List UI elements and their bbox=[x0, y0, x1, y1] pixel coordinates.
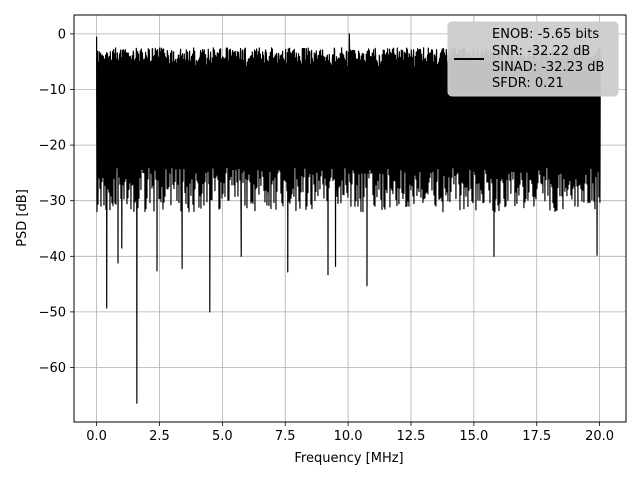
x-tick-label: 12.5 bbox=[397, 429, 426, 444]
x-tick-label: 20.0 bbox=[585, 429, 614, 444]
legend-box bbox=[447, 21, 619, 97]
psd-series-line bbox=[96, 33, 601, 404]
y-tick-label: −60 bbox=[39, 361, 66, 376]
y-tick-label: −50 bbox=[39, 305, 66, 320]
x-axis-ticks: 0.0 2.5 5.0 7.5 10.0 12.5 15.0 17.5 20.0 bbox=[86, 422, 614, 444]
legend-sinad: SINAD: -32.23 dB bbox=[492, 60, 604, 75]
legend: ENOB: -5.65 bits SNR: -32.22 dB SINAD: -… bbox=[447, 21, 619, 97]
x-tick-label: 7.5 bbox=[275, 429, 296, 444]
x-tick-label: 15.0 bbox=[459, 429, 488, 444]
legend-sfdr: SFDR: 0.21 bbox=[492, 76, 564, 91]
x-tick-label: 10.0 bbox=[334, 429, 363, 444]
y-axis-ticks: 0 −10 −20 −30 −40 −50 −60 bbox=[39, 27, 74, 376]
y-tick-label: −30 bbox=[39, 194, 66, 209]
y-tick-label: −40 bbox=[39, 250, 66, 265]
x-tick-label: 0.0 bbox=[86, 429, 107, 444]
y-axis-label: PSD [dB] bbox=[15, 189, 30, 247]
y-tick-label: 0 bbox=[58, 27, 66, 42]
plot-frame bbox=[73, 14, 627, 423]
legend-enob: ENOB: -5.65 bits bbox=[492, 27, 599, 42]
x-tick-label: 2.5 bbox=[149, 429, 170, 444]
x-axis-label: Frequency [MHz] bbox=[294, 451, 403, 466]
x-tick-label: 17.5 bbox=[522, 429, 551, 444]
x-tick-label: 5.0 bbox=[212, 429, 233, 444]
y-tick-label: −10 bbox=[39, 83, 66, 98]
legend-snr: SNR: -32.22 dB bbox=[492, 44, 590, 59]
y-tick-label: −20 bbox=[39, 139, 66, 154]
